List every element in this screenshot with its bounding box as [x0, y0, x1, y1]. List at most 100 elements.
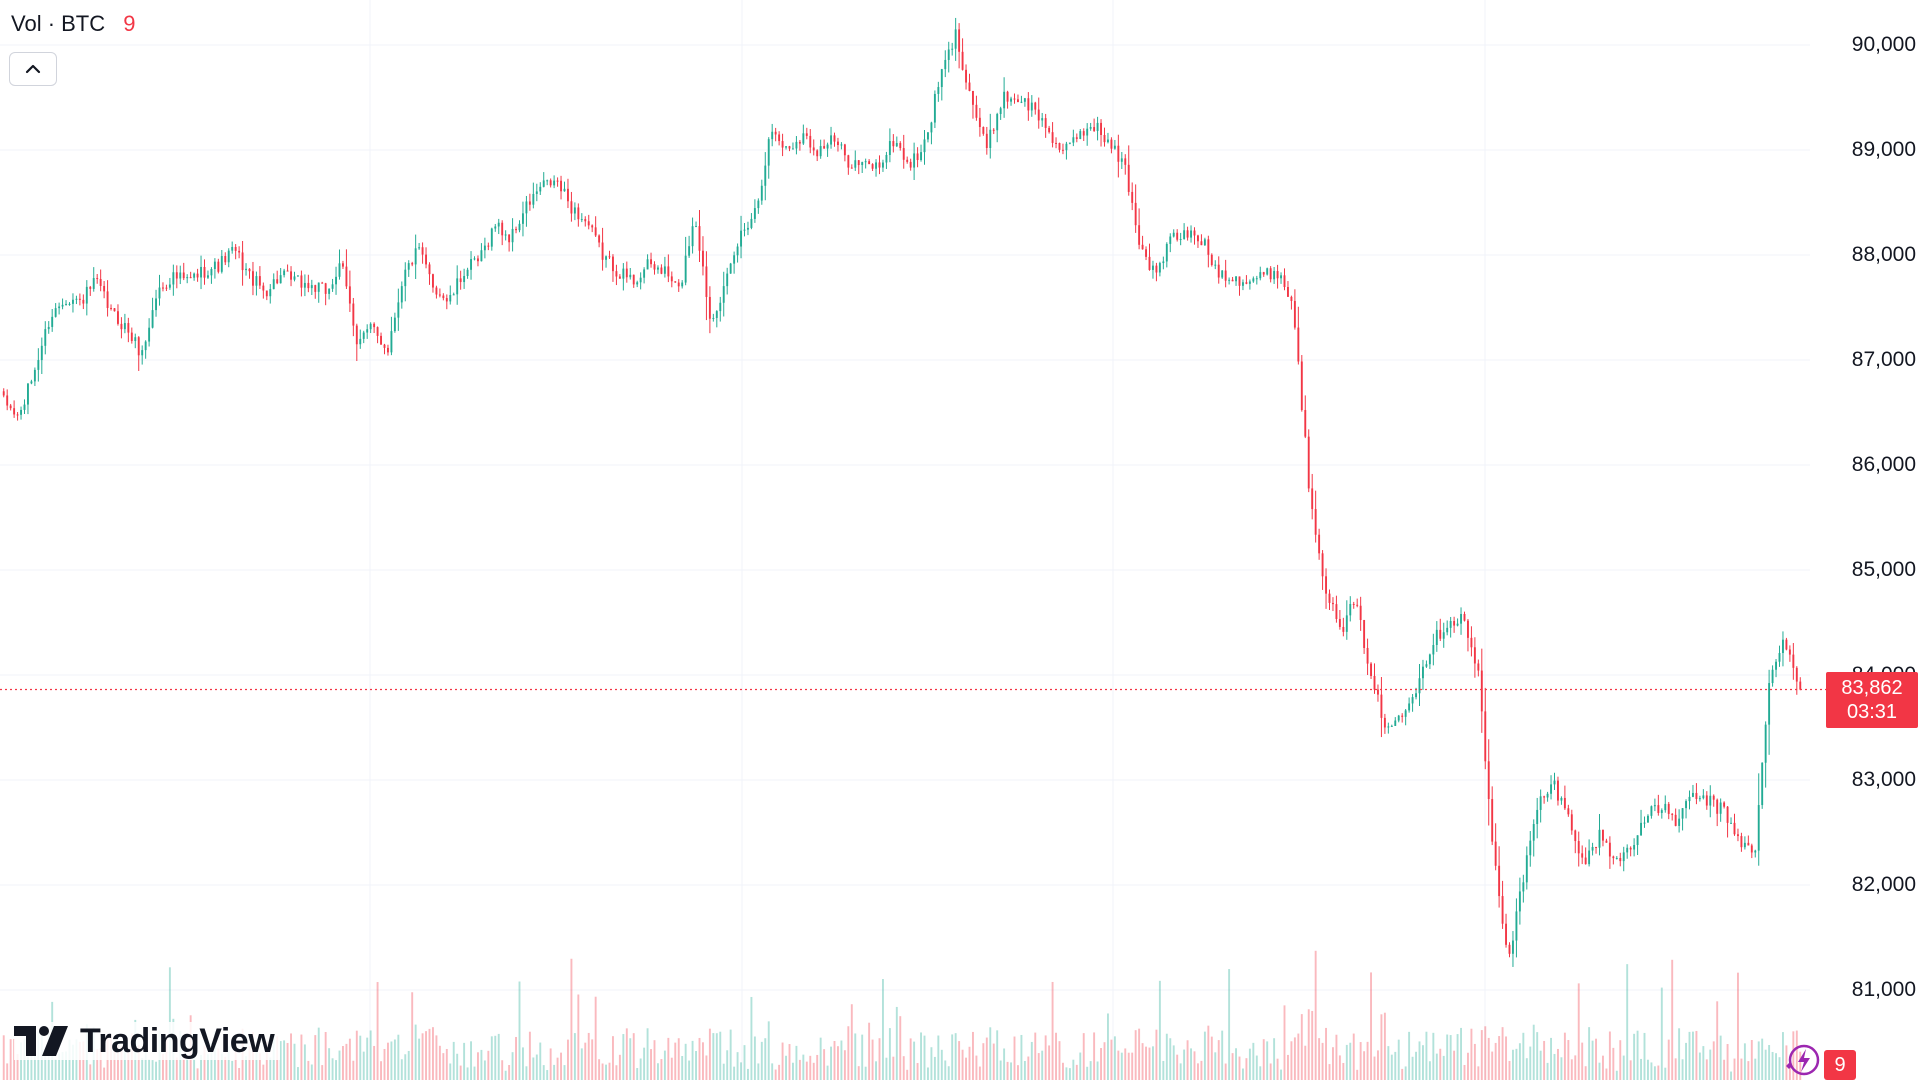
candle-body [44, 329, 47, 346]
volume-bar [560, 1052, 562, 1080]
volume-bar [508, 1065, 511, 1080]
candle-body [923, 139, 926, 153]
candle-body [1044, 118, 1047, 128]
volume-bar [670, 1057, 673, 1080]
price-axis-tick-label: 87,000 [1851, 348, 1916, 371]
candle-body [20, 409, 22, 415]
volume-bar [1041, 1050, 1044, 1080]
volume-bar [248, 1046, 251, 1080]
volume-bar [847, 1026, 850, 1080]
candle-body [989, 129, 992, 148]
candle-body [1643, 822, 1646, 824]
candle-body [483, 245, 486, 251]
candle-body [1456, 623, 1459, 626]
candle-body [1622, 852, 1625, 862]
candle-body [217, 261, 220, 272]
volume-bar [1439, 1048, 1442, 1080]
candle-body [639, 277, 642, 283]
candle-body [1224, 270, 1227, 281]
volume-bar [1740, 1058, 1743, 1080]
candle-body [120, 323, 123, 330]
candle-body [743, 229, 746, 231]
candle-body [40, 345, 43, 361]
candle-body [587, 221, 590, 226]
bolt-icon[interactable] [1782, 1040, 1822, 1080]
volume-bar [539, 1042, 542, 1080]
candle-body [75, 298, 78, 300]
candle-body [1231, 279, 1234, 282]
volume-bar [736, 1052, 739, 1080]
volume-bar [1383, 1012, 1386, 1080]
volume-bar [1508, 1060, 1511, 1080]
candle-body [89, 286, 92, 289]
volume-bar [691, 1040, 694, 1080]
volume-bar [501, 1060, 504, 1080]
volume-bar [920, 1032, 922, 1080]
volume-bar [1750, 1040, 1753, 1080]
volume-bar [1719, 1035, 1722, 1080]
candle-body [1792, 654, 1795, 668]
candle-body [1148, 256, 1151, 270]
candle-body [1640, 822, 1642, 836]
candle-body [771, 131, 774, 140]
candle-body [1390, 725, 1393, 727]
volume-bar [667, 1037, 670, 1080]
volume-bar [1678, 1028, 1681, 1080]
tradingview-logo[interactable]: TradingView [14, 1022, 281, 1060]
volume-bar [1397, 1039, 1400, 1080]
candle-body [1584, 857, 1587, 865]
candle-body [1674, 814, 1677, 826]
candle-body [868, 161, 871, 165]
volume-bar [826, 1065, 829, 1080]
volume-bar [1110, 1039, 1113, 1080]
alert-count-badge[interactable]: 9 [1824, 1050, 1856, 1080]
candle-body [1065, 143, 1068, 151]
volume-bar [210, 1042, 213, 1080]
candle-body [705, 266, 708, 297]
collapse-legend-button[interactable] [9, 52, 57, 86]
volume-bar [615, 1065, 618, 1080]
candle-body [816, 150, 819, 157]
candle-body [1155, 265, 1158, 273]
candle-body [231, 247, 234, 251]
volume-bar [542, 1065, 545, 1080]
candle-body [1467, 620, 1469, 638]
candle-body [1719, 802, 1722, 814]
volume-bar [819, 1037, 822, 1080]
volume-bar [1795, 1030, 1798, 1080]
volume-bar [30, 1044, 33, 1080]
volume-bar [947, 1066, 950, 1080]
candle-body [54, 308, 57, 317]
volume-bar [1539, 1050, 1542, 1080]
candle-body [1179, 238, 1182, 240]
candle-body [684, 255, 687, 283]
volume-bar [58, 1053, 61, 1080]
candle-body [425, 254, 427, 265]
volume-bar [951, 1034, 954, 1080]
volume-bar [78, 1041, 81, 1080]
volume-bar [580, 1048, 583, 1080]
candle-body [179, 272, 182, 279]
volume-bar [1200, 1060, 1203, 1080]
volume-bar [1152, 1046, 1154, 1080]
candle-body [1110, 139, 1113, 149]
candle-body [1626, 847, 1629, 853]
candle-body [162, 287, 164, 289]
candle-body [1411, 697, 1414, 704]
candle-body [1608, 842, 1611, 857]
candle-body [404, 269, 407, 287]
price-axis-tick-label: 90,000 [1851, 33, 1916, 56]
volume-bar [1643, 1032, 1646, 1080]
candle-body [193, 273, 196, 278]
candle-body [1570, 814, 1573, 831]
candle-body [892, 141, 895, 147]
candle-body [809, 135, 812, 148]
candle-body [1034, 102, 1037, 110]
volume-bar [231, 1060, 234, 1080]
volume-bar [400, 1059, 403, 1080]
candle-body [494, 226, 497, 229]
price-axis-tick-label: 83,000 [1851, 768, 1916, 791]
volume-bar [1487, 1037, 1490, 1080]
candle-body [438, 294, 441, 296]
